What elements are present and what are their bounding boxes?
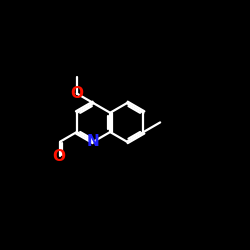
Text: O: O xyxy=(53,148,66,164)
Text: O: O xyxy=(70,86,83,101)
Text: N: N xyxy=(87,134,100,149)
